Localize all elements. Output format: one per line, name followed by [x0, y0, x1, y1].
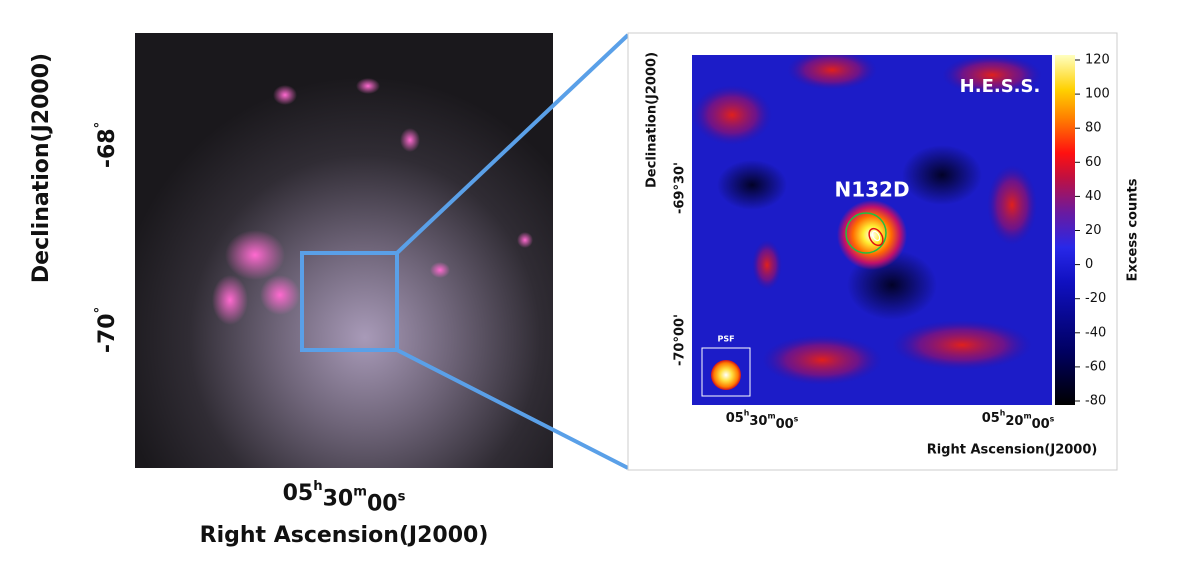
- colorbar-tick-label: 0: [1085, 257, 1093, 272]
- psf-label: PSF: [717, 335, 734, 344]
- colorbar-tick-label: -80: [1085, 394, 1106, 409]
- colorbar-tick-label: 100: [1085, 87, 1110, 102]
- y-tick-label: -70°00': [673, 314, 688, 366]
- colorbar-tick-label: 40: [1085, 189, 1102, 204]
- colorbar-tick-label: -60: [1085, 359, 1106, 374]
- zoom-line: [395, 33, 630, 255]
- y-tick-label: -68°: [93, 122, 120, 168]
- colorbar-tick-label: 60: [1085, 155, 1102, 170]
- colorbar-tick-label: 20: [1085, 223, 1102, 238]
- excess-map: [692, 55, 1052, 405]
- x-tick-label: 05h30m00s: [726, 408, 799, 431]
- y-tick-label: -69°30': [673, 162, 688, 214]
- y-axis-label: Declination(J2000): [29, 53, 54, 283]
- y-tick-label: -70°: [93, 307, 120, 353]
- colorbar-tick-label: -40: [1085, 325, 1106, 340]
- source-label: N132D: [834, 178, 909, 202]
- optical-image: [135, 33, 553, 468]
- colorbar-tick-label: 120: [1085, 53, 1110, 68]
- colorbar: [1055, 55, 1075, 405]
- x-tick-label: 05h30m00s: [283, 479, 406, 516]
- colorbar-tick-label: 80: [1085, 121, 1102, 136]
- x-tick-label: 05h20m00s: [982, 408, 1055, 431]
- y-axis-label: Declination(J2000): [645, 52, 660, 188]
- zoom-line: [396, 348, 629, 470]
- zoom-box: [300, 251, 399, 352]
- colorbar-label: Excess counts: [1126, 178, 1141, 281]
- colorbar-ticks: 120 100 80 60 40 20 0 -20 -40 -60 -80: [1075, 53, 1110, 409]
- nebulae: [212, 78, 533, 325]
- x-axis-label: Right Ascension(J2000): [927, 443, 1098, 458]
- colorbar-tick-label: -20: [1085, 291, 1106, 306]
- x-axis-label: Right Ascension(J2000): [200, 523, 489, 548]
- telescope-label: H.E.S.S.: [960, 76, 1041, 97]
